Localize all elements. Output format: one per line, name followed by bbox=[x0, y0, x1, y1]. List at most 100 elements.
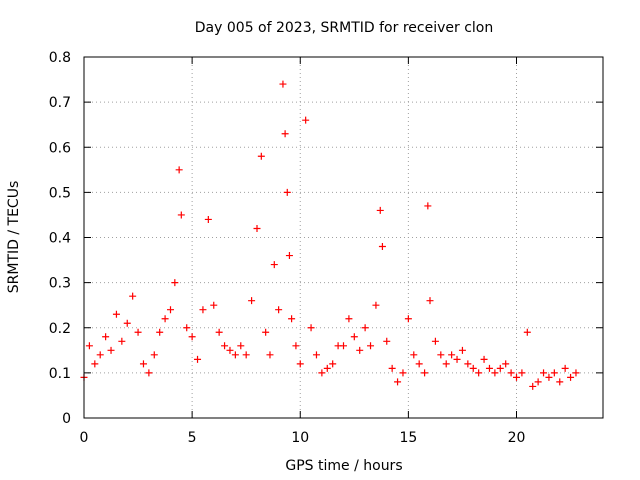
data-point bbox=[167, 306, 174, 314]
data-point bbox=[307, 324, 315, 332]
data-point bbox=[329, 360, 337, 368]
data-point bbox=[383, 337, 391, 345]
data-point bbox=[491, 369, 499, 377]
data-point bbox=[567, 373, 575, 381]
data-point bbox=[161, 315, 169, 323]
x-axis-label: GPS time / hours bbox=[285, 458, 402, 474]
data-point bbox=[237, 342, 245, 350]
data-point bbox=[361, 324, 369, 332]
data-point bbox=[270, 261, 278, 269]
data-point bbox=[288, 315, 296, 323]
data-point bbox=[323, 364, 331, 372]
data-point bbox=[350, 333, 358, 341]
x-tick-label: 10 bbox=[291, 430, 309, 446]
data-point bbox=[281, 130, 289, 138]
data-point bbox=[257, 152, 265, 160]
data-point bbox=[545, 373, 553, 381]
data-point bbox=[177, 211, 185, 219]
data-point bbox=[107, 346, 115, 354]
grid-lines bbox=[84, 57, 603, 418]
y-tick-label: 0.7 bbox=[49, 95, 71, 111]
data-points bbox=[80, 80, 580, 390]
chart-title: Day 005 of 2023, SRMTID for receiver clo… bbox=[195, 20, 493, 36]
data-point bbox=[123, 319, 131, 327]
data-point bbox=[513, 373, 520, 381]
data-point bbox=[480, 355, 488, 363]
data-point bbox=[262, 328, 270, 336]
data-point bbox=[534, 378, 542, 386]
data-point bbox=[378, 243, 386, 251]
data-point bbox=[426, 297, 434, 305]
data-point bbox=[529, 382, 537, 390]
data-point bbox=[410, 351, 418, 359]
data-point bbox=[292, 342, 300, 350]
data-point bbox=[518, 369, 526, 377]
data-point bbox=[302, 116, 310, 124]
tick-labels: 0 0.1 0.2 0.3 0.4 0.5 0.6 0.7 0.8 0 5 10 15 20 bbox=[49, 50, 526, 446]
axis-ticks bbox=[83, 56, 603, 419]
data-point bbox=[421, 369, 429, 377]
data-point bbox=[96, 351, 104, 359]
data-point bbox=[464, 360, 472, 368]
data-point bbox=[550, 369, 558, 377]
data-point bbox=[561, 364, 569, 372]
x-tick-label: 5 bbox=[188, 430, 197, 446]
data-point bbox=[194, 355, 202, 363]
y-tick-label: 0.2 bbox=[49, 321, 71, 337]
y-tick-label: 0.4 bbox=[49, 231, 71, 247]
data-point bbox=[175, 166, 183, 174]
data-point bbox=[210, 301, 218, 309]
data-point bbox=[356, 346, 364, 354]
data-point bbox=[485, 364, 493, 372]
data-point bbox=[226, 346, 234, 354]
data-point bbox=[275, 306, 283, 314]
data-point bbox=[221, 342, 229, 350]
data-point bbox=[507, 369, 515, 377]
data-point bbox=[204, 215, 212, 223]
data-point bbox=[312, 351, 320, 359]
data-point bbox=[285, 252, 293, 260]
data-point bbox=[156, 328, 164, 336]
data-point bbox=[469, 364, 477, 372]
x-tick-label: 0 bbox=[80, 430, 89, 446]
data-point bbox=[91, 360, 99, 368]
data-point bbox=[279, 80, 287, 88]
data-point bbox=[199, 306, 207, 314]
data-point bbox=[540, 369, 548, 377]
data-point bbox=[150, 351, 158, 359]
plot-frame bbox=[83, 56, 604, 419]
y-tick-label: 0.6 bbox=[49, 140, 71, 156]
data-point bbox=[502, 360, 510, 368]
data-point bbox=[448, 351, 456, 359]
data-point bbox=[572, 369, 580, 377]
data-point bbox=[318, 369, 326, 377]
data-point bbox=[475, 369, 483, 377]
data-point bbox=[556, 378, 564, 386]
data-point bbox=[453, 355, 461, 363]
data-point bbox=[340, 342, 347, 350]
data-point bbox=[118, 337, 126, 345]
y-tick-label: 0.3 bbox=[49, 276, 71, 292]
data-point bbox=[248, 297, 256, 305]
data-point bbox=[242, 351, 250, 359]
data-point bbox=[376, 206, 384, 214]
data-point bbox=[253, 224, 261, 232]
data-point bbox=[215, 328, 223, 336]
data-point bbox=[496, 364, 504, 372]
data-point bbox=[171, 279, 179, 287]
data-point bbox=[388, 364, 396, 372]
data-point bbox=[523, 328, 531, 336]
data-point bbox=[404, 315, 412, 323]
x-tick-label: 15 bbox=[399, 430, 417, 446]
data-point bbox=[415, 360, 423, 368]
data-point bbox=[345, 315, 353, 323]
data-point bbox=[367, 342, 375, 350]
data-point bbox=[372, 301, 380, 309]
data-point bbox=[458, 346, 466, 354]
x-tick-label: 20 bbox=[508, 430, 526, 446]
y-tick-label: 0.8 bbox=[49, 50, 71, 66]
data-point bbox=[102, 333, 110, 341]
data-point bbox=[442, 360, 450, 368]
data-point bbox=[145, 369, 153, 377]
